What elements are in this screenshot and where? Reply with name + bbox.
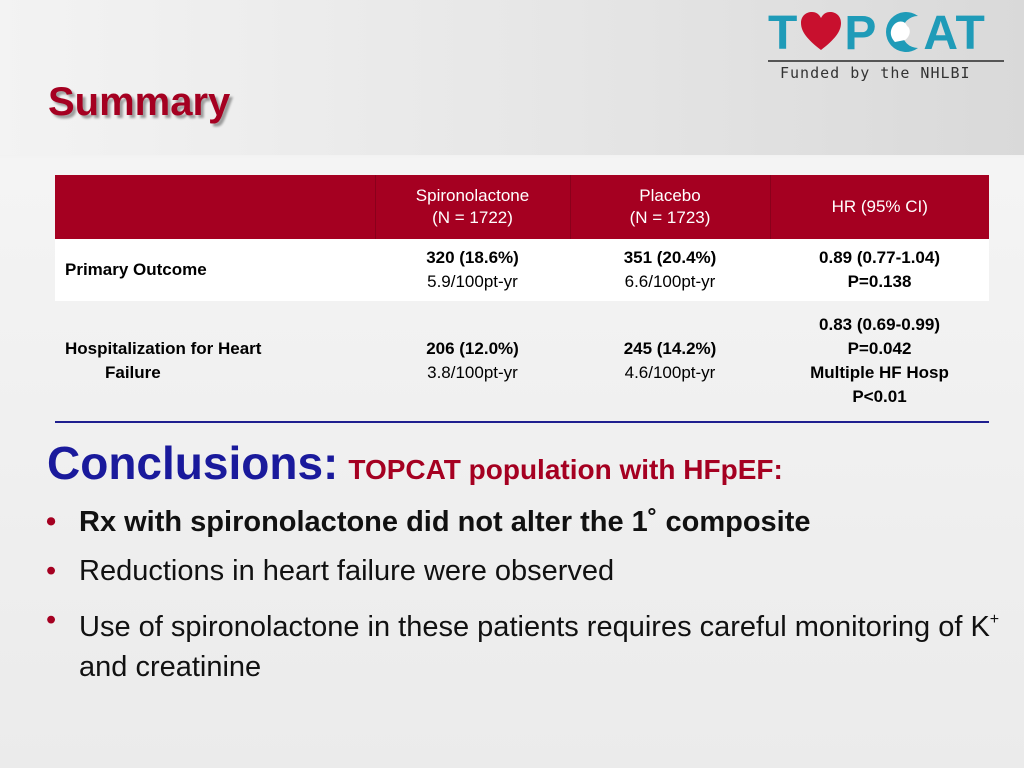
header-spironolactone-n: (N = 1722) (432, 208, 513, 227)
placebo-count: 351 (20.4%) (623, 248, 717, 267)
bullet-text: Use of spironolactone in these patients … (79, 611, 990, 643)
table-row: Hospitalization for Heart Failure 206 (1… (55, 301, 989, 422)
row-label-hf-hospitalization: Hospitalization for Heart Failure (55, 301, 375, 422)
cat-icon (886, 12, 919, 53)
logo-letter-t: T (768, 7, 799, 60)
bullet-icon: • (46, 555, 57, 587)
cell-placebo: 351 (20.4%) 6.6/100pt-yr (570, 239, 770, 301)
header-placebo: Placebo (N = 1723) (569, 175, 770, 239)
placebo-rate: 4.6/100pt-yr (624, 363, 716, 382)
table-row: Primary Outcome 320 (18.6%) 5.9/100pt-yr… (55, 239, 989, 301)
bullet-text: Rx with spironolactone did not alter the… (79, 506, 811, 538)
topcat-logo: T P AT Funded by the NHLBI (764, 6, 1014, 86)
header-spironolactone: Spironolactone (N = 1722) (374, 175, 570, 239)
bullet-superscript: + (989, 611, 1000, 628)
logo-divider (768, 60, 1004, 62)
header-placebo-n: (N = 1723) (629, 208, 711, 227)
cell-placebo: 245 (14.2%) 4.6/100pt-yr (570, 301, 770, 422)
hr-pvalue: P=0.138 (847, 272, 912, 291)
bullet-icon: • (46, 506, 57, 538)
row-label-line2: Failure (105, 363, 161, 382)
row-label-primary-outcome: Primary Outcome (55, 239, 375, 301)
header-spironolactone-name: Spironolactone (415, 186, 530, 205)
logo-funding-text: Funded by the NHLBI (780, 64, 971, 82)
spiro-count: 206 (12.0%) (426, 339, 519, 358)
list-item: • Use of spironolactone in these patient… (46, 600, 1006, 687)
conclusions-heading: Conclusions: (47, 437, 339, 489)
cell-hr: 0.83 (0.69-0.99) P=0.042 Multiple HF Hos… (770, 301, 989, 422)
header-band (0, 0, 1024, 155)
table-header-row: Spironolactone (N = 1722) Placebo (N = 1… (55, 175, 989, 239)
spiro-rate: 5.9/100pt-yr (427, 272, 518, 291)
header-hr: HR (95% CI) (769, 175, 989, 239)
bullet-icon: • (46, 604, 57, 636)
hr-pvalue: P=0.042 (847, 339, 912, 358)
heart-icon (801, 12, 842, 50)
bullet-text: Reductions in heart failure were observe… (79, 555, 615, 587)
bullet-text-tail: and creatinine (79, 651, 262, 683)
hr-value: 0.83 (0.69-0.99) (819, 315, 940, 334)
cell-hr: 0.89 (0.77-1.04) P=0.138 (770, 239, 989, 301)
hr-multiple-label: Multiple HF Hosp (810, 363, 949, 382)
cell-spironolactone: 320 (18.6%) 5.9/100pt-yr (375, 239, 570, 301)
list-item: • Reductions in heart failure were obser… (46, 551, 1006, 591)
header-blank (55, 175, 375, 239)
hr-value: 0.89 (0.77-1.04) (819, 248, 940, 267)
logo-letters-at: AT (923, 7, 986, 60)
cell-spironolactone: 206 (12.0%) 3.8/100pt-yr (375, 301, 570, 422)
conclusions-subheading: TOPCAT population with HFpEF: (348, 454, 783, 485)
list-item: • Rx with spironolactone did not alter t… (46, 502, 1006, 542)
row-label-line1: Hospitalization for Heart (65, 339, 262, 358)
spiro-count: 320 (18.6%) (426, 248, 519, 267)
conclusions-list: • Rx with spironolactone did not alter t… (46, 502, 1006, 696)
placebo-rate: 6.6/100pt-yr (624, 272, 716, 291)
placebo-count: 245 (14.2%) (623, 339, 717, 358)
conclusions-heading-block: Conclusions: TOPCAT population with HFpEF… (47, 436, 783, 490)
slide-title: Summary (48, 80, 231, 124)
header-placebo-name: Placebo (639, 186, 701, 205)
logo-letter-p: P (844, 7, 878, 60)
hr-multiple-pvalue: P<0.01 (852, 387, 907, 406)
spiro-rate: 3.8/100pt-yr (427, 363, 518, 382)
results-table: Spironolactone (N = 1722) Placebo (N = 1… (55, 175, 989, 423)
logo-wordmark: T P AT (768, 6, 986, 61)
